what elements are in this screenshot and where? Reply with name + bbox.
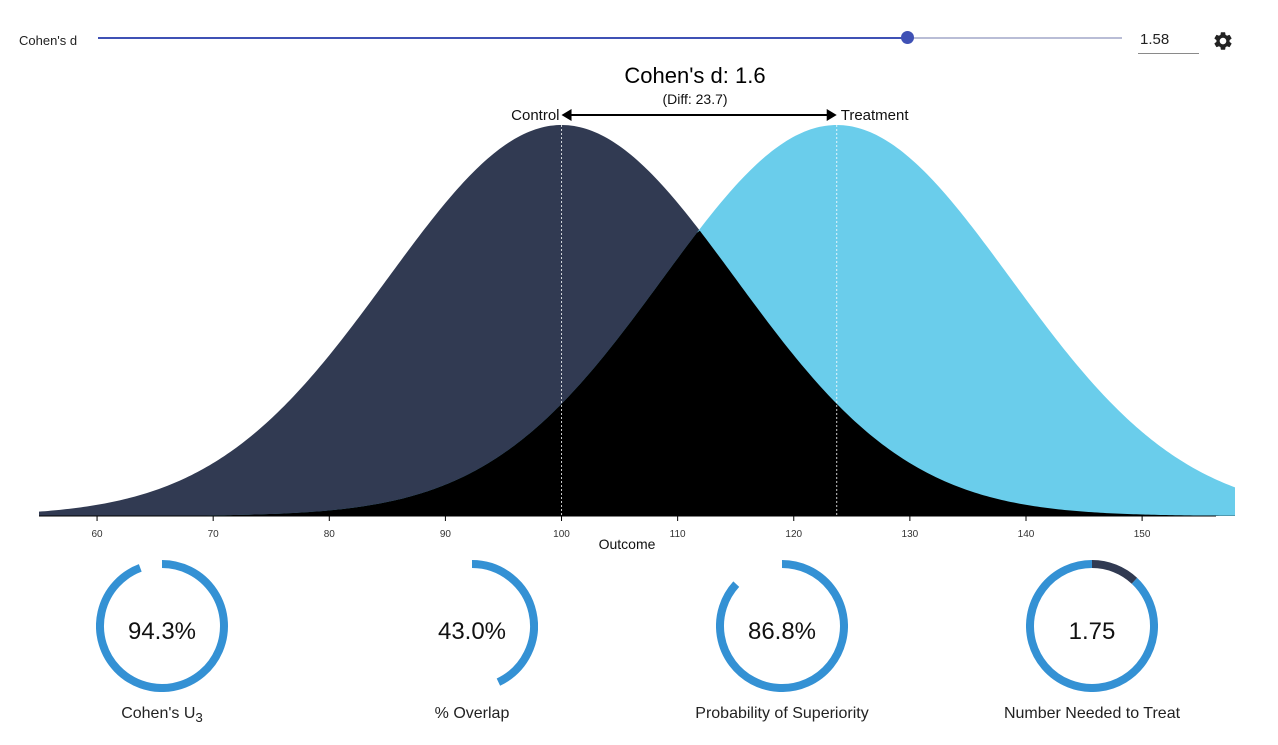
gauge-value: 43.0% <box>437 618 507 645</box>
x-tick-label: 90 <box>440 529 452 540</box>
gauge-label-text: Cohen's U <box>121 705 196 722</box>
gauge-ring <box>716 560 848 692</box>
slider-fill <box>98 37 907 39</box>
cohens-d-input[interactable] <box>1138 28 1198 50</box>
x-tick-label: 120 <box>785 529 802 540</box>
gauge-cohens-u3: 94.3% Cohen's U3 <box>62 560 262 740</box>
gauge-arc <box>716 560 848 692</box>
gauge-label-text: Probability of Superiority <box>695 705 869 722</box>
gauge-arc <box>96 560 228 692</box>
control-label: Control <box>511 107 559 124</box>
x-tick-label: 150 <box>1134 529 1151 540</box>
slider-label: Cohen's d <box>19 33 78 48</box>
x-tick-label: 70 <box>208 529 220 540</box>
x-tick-label: 140 <box>1018 529 1035 540</box>
gauge-overlap: 43.0% % Overlap <box>372 560 572 740</box>
treatment-label: Treatment <box>841 107 910 124</box>
gauge-value: 1.75 <box>1068 618 1116 645</box>
difference-arrow-left-head <box>561 109 572 121</box>
x-tick-label: 80 <box>324 529 336 540</box>
gauge-track <box>733 560 783 587</box>
x-tick-label: 130 <box>902 529 919 540</box>
gauge-label: Cohen's U3 <box>42 705 282 725</box>
x-tick-label: 100 <box>553 529 570 540</box>
gear-icon[interactable] <box>1212 30 1234 52</box>
top-controls: Cohen's d <box>0 0 1278 70</box>
gauge-track <box>138 560 163 572</box>
gauge-number-needed-to-treat: 1.75 Number Needed to Treat <box>992 560 1192 740</box>
distribution-chart: 60 70 80 90 100 110 120 130 140 150 Outcome Cohen's… <box>39 63 1235 552</box>
gauge-track <box>1091 560 1138 584</box>
gauge-label-text: Number Needed to Treat <box>1003 705 1181 722</box>
cohens-d-value-field[interactable] <box>1138 28 1199 54</box>
x-tick-label: 110 <box>670 529 686 540</box>
slider-thumb[interactable] <box>900 31 914 44</box>
gauge-ring <box>96 560 228 692</box>
gauge-label: Probability of Superiority <box>662 705 902 723</box>
gauge-label: Number Needed to Treat <box>972 705 1212 723</box>
gauge-label-text: % Overlap <box>434 705 510 722</box>
chart-title: Cohen's d: 1.6 <box>624 63 765 88</box>
gauge-label-subscript: 3 <box>195 710 203 726</box>
gauge-value: 86.8% <box>747 618 817 645</box>
gauge-label: % Overlap <box>352 705 592 723</box>
gauge-ring <box>406 560 538 692</box>
overlap-region <box>39 230 1235 516</box>
cohens-d-slider[interactable] <box>98 31 1122 44</box>
gauge-probability-of-superiority: 86.8% Probability of Superiority <box>682 560 882 740</box>
gauge-ring <box>1026 560 1158 692</box>
difference-arrow-right-head <box>826 109 837 121</box>
chart-subtitle: (Diff: 23.7) <box>662 91 727 107</box>
gauge-arc <box>1026 560 1158 692</box>
gauge-track <box>406 560 501 692</box>
x-axis-label: Outcome <box>599 536 656 552</box>
x-tick-label: 60 <box>91 529 103 540</box>
gauge-value: 94.3% <box>127 618 197 645</box>
gauge-arc <box>471 560 538 686</box>
